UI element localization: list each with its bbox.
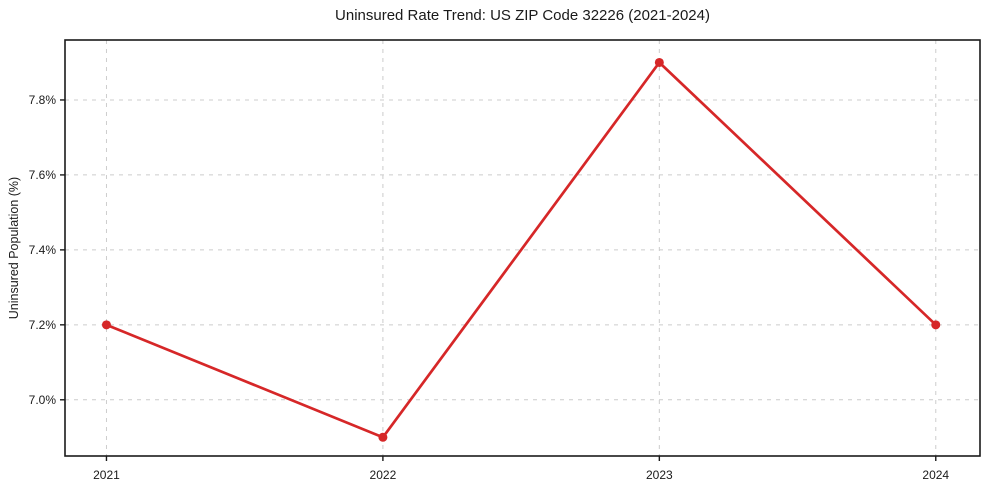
x-tick-label: 2022 xyxy=(370,468,397,482)
y-tick-label: 7.8% xyxy=(29,93,57,107)
x-tick-label: 2024 xyxy=(922,468,949,482)
x-tick-label: 2023 xyxy=(646,468,673,482)
data-point xyxy=(101,320,111,330)
y-tick-label: 7.0% xyxy=(29,393,57,407)
data-point xyxy=(931,320,941,330)
y-tick-label: 7.6% xyxy=(29,168,57,182)
x-tick-label: 2021 xyxy=(93,468,120,482)
trend-line xyxy=(105,61,938,439)
chart-title: Uninsured Rate Trend: US ZIP Code 32226 … xyxy=(335,7,710,24)
y-tick-label: 7.4% xyxy=(29,243,57,257)
data-point xyxy=(378,432,388,442)
data-point xyxy=(654,57,664,67)
y-tick-label: 7.2% xyxy=(29,318,57,332)
plot-border xyxy=(64,39,981,457)
